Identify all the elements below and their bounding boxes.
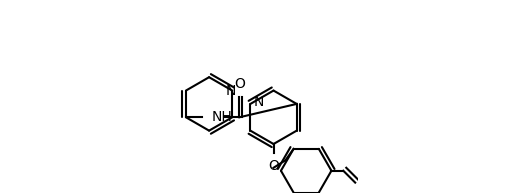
Text: N: N: [226, 84, 236, 98]
Text: O: O: [234, 77, 245, 91]
Text: O: O: [268, 159, 279, 173]
Text: N: N: [253, 95, 264, 109]
Text: NH: NH: [211, 110, 232, 124]
